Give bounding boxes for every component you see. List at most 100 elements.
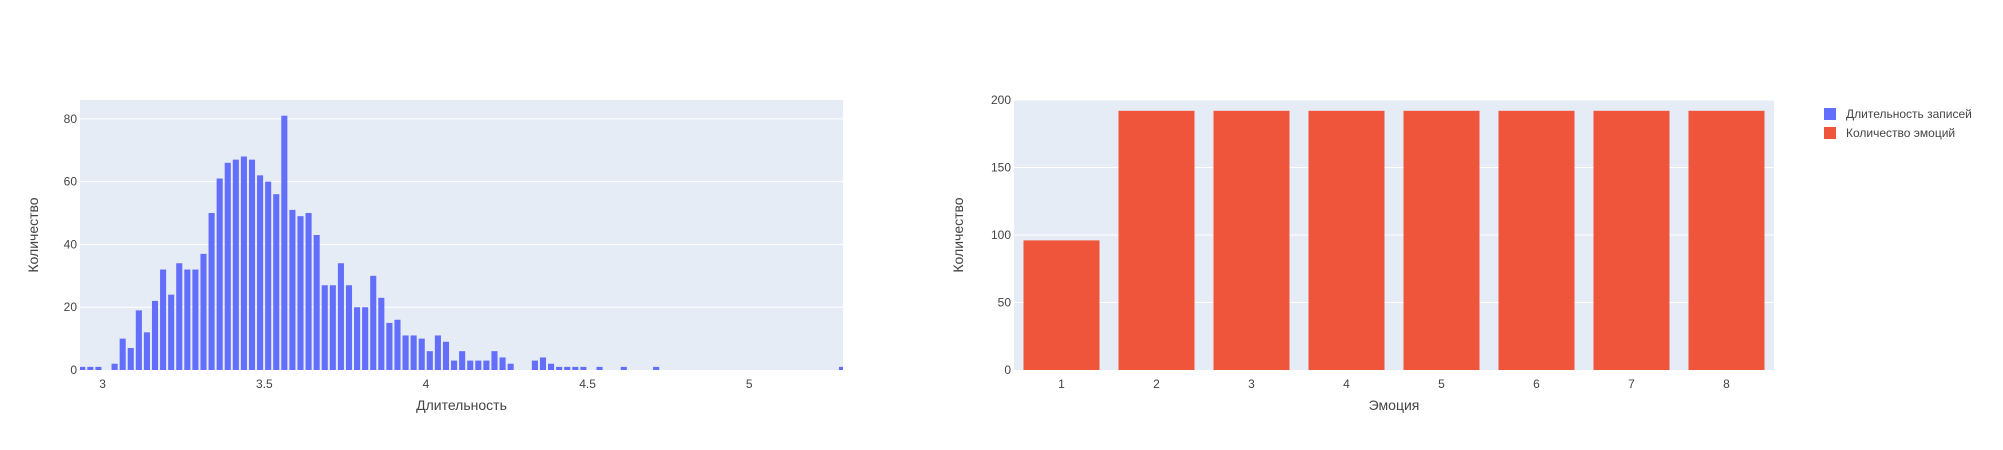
emotion-bar[interactable] — [1213, 110, 1290, 371]
histogram-bar[interactable] — [297, 216, 304, 370]
x-axis-ticks: 1 2 3 4 5 6 7 8 — [1058, 377, 1730, 391]
histogram-bar[interactable] — [329, 285, 336, 370]
histogram-bar[interactable] — [499, 357, 506, 370]
histogram-bar[interactable] — [119, 338, 126, 370]
histogram-bar[interactable] — [386, 322, 393, 370]
y-tick-label: 0 — [1004, 363, 1011, 377]
histogram-bar[interactable] — [192, 269, 199, 370]
emotion-bar[interactable] — [1023, 240, 1100, 370]
y-axis-title: Количество — [25, 197, 41, 272]
histogram-bar[interactable] — [111, 363, 118, 370]
histogram-bar[interactable] — [475, 360, 482, 370]
x-tick-label: 3 — [1248, 377, 1255, 391]
y-tick-label: 0 — [70, 363, 77, 377]
histogram-bar[interactable] — [434, 335, 441, 370]
histogram-bar[interactable] — [507, 363, 514, 370]
x-axis-title: Эмоция — [1369, 397, 1420, 413]
x-tick-label: 4 — [1343, 377, 1350, 391]
histogram-bar[interactable] — [362, 307, 369, 370]
histogram-bar[interactable] — [394, 319, 401, 370]
emotion-bar[interactable] — [1593, 110, 1670, 371]
y-tick-label: 50 — [998, 296, 1012, 310]
histogram-bar[interactable] — [232, 159, 239, 370]
x-axis-title: Длительность — [416, 397, 507, 413]
x-tick-label: 3.5 — [256, 377, 273, 391]
histogram-bar[interactable] — [491, 351, 498, 370]
histogram-bar[interactable] — [345, 285, 353, 370]
histogram-bar[interactable] — [620, 366, 627, 370]
histogram-bar[interactable] — [168, 294, 175, 370]
histogram-duration: 3 3.5 4 4.5 5 0 20 40 60 80 Длительность Количес… — [25, 100, 843, 413]
histogram-bar[interactable] — [467, 360, 474, 370]
histogram-bar[interactable] — [305, 213, 312, 370]
histogram-bar[interactable] — [838, 366, 843, 370]
histogram-bar[interactable] — [370, 275, 377, 370]
histogram-bar[interactable] — [378, 297, 385, 370]
histogram-bar[interactable] — [531, 360, 538, 370]
histogram-bar[interactable] — [184, 269, 191, 370]
histogram-bar[interactable] — [451, 360, 458, 370]
histogram-bar[interactable] — [564, 366, 571, 370]
histogram-bar[interactable] — [354, 307, 361, 370]
x-tick-label: 4.5 — [579, 377, 596, 391]
y-tick-label: 40 — [64, 237, 78, 251]
x-tick-label: 1 — [1058, 377, 1065, 391]
histogram-bar[interactable] — [200, 253, 207, 370]
histogram-bar[interactable] — [337, 263, 344, 370]
histogram-bar[interactable] — [459, 351, 466, 370]
x-tick-label: 8 — [1723, 377, 1730, 391]
histogram-bar[interactable] — [289, 209, 296, 370]
histogram-bar[interactable] — [127, 348, 134, 370]
y-tick-label: 20 — [64, 300, 78, 314]
histogram-bar[interactable] — [257, 175, 264, 370]
histogram-bar[interactable] — [580, 366, 587, 370]
histogram-bar[interactable] — [224, 162, 231, 370]
histogram-bar[interactable] — [281, 115, 288, 370]
x-tick-label: 4 — [423, 377, 430, 391]
histogram-bar[interactable] — [80, 366, 86, 370]
emotion-bar[interactable] — [1308, 110, 1385, 371]
y-tick-label: 80 — [64, 112, 78, 126]
histogram-bar[interactable] — [143, 332, 150, 370]
histogram-bar[interactable] — [539, 357, 547, 370]
histogram-bar[interactable] — [321, 285, 328, 370]
histogram-bar[interactable] — [572, 366, 579, 370]
x-tick-label: 7 — [1628, 377, 1635, 391]
emotion-bar[interactable] — [1688, 110, 1765, 371]
histogram-bar[interactable] — [596, 366, 603, 370]
histogram-bar[interactable] — [95, 366, 102, 370]
emotion-bar[interactable] — [1118, 110, 1195, 371]
bars[interactable] — [80, 115, 843, 370]
histogram-bar[interactable] — [135, 310, 142, 370]
x-tick-label: 3 — [99, 377, 106, 391]
histogram-bar[interactable] — [176, 263, 183, 370]
histogram-bar[interactable] — [442, 341, 450, 370]
histogram-bar[interactable] — [265, 181, 272, 370]
x-axis-ticks: 3 3.5 4 4.5 5 — [99, 377, 753, 391]
legend-item-emotions[interactable]: Количество эмоций — [1824, 126, 1955, 140]
histogram-bar[interactable] — [240, 156, 247, 370]
histogram-bar[interactable] — [426, 351, 433, 370]
emotion-bar[interactable] — [1498, 110, 1575, 371]
y-tick-label: 60 — [64, 175, 78, 189]
histogram-bar[interactable] — [483, 360, 490, 370]
histogram-bar[interactable] — [87, 366, 94, 370]
emotion-bar[interactable] — [1403, 110, 1480, 371]
histogram-bar[interactable] — [653, 366, 660, 370]
histogram-bar[interactable] — [556, 366, 563, 370]
legend-item-duration[interactable]: Длительность записей — [1824, 107, 1972, 121]
bars[interactable] — [1023, 110, 1765, 371]
histogram-bar[interactable] — [273, 194, 280, 370]
histogram-bar[interactable] — [216, 178, 223, 370]
histogram-bar[interactable] — [418, 338, 425, 370]
histogram-bar[interactable] — [402, 335, 409, 370]
histogram-bar[interactable] — [410, 335, 417, 370]
histogram-bar[interactable] — [151, 300, 159, 370]
histogram-bar[interactable] — [208, 213, 215, 370]
histogram-bar[interactable] — [160, 269, 167, 370]
histogram-bar[interactable] — [548, 363, 555, 370]
y-axis-ticks: 0 50 100 150 200 — [991, 93, 1011, 377]
histogram-bar[interactable] — [313, 235, 320, 370]
histogram-bar[interactable] — [248, 159, 256, 370]
plot-background — [80, 100, 843, 370]
